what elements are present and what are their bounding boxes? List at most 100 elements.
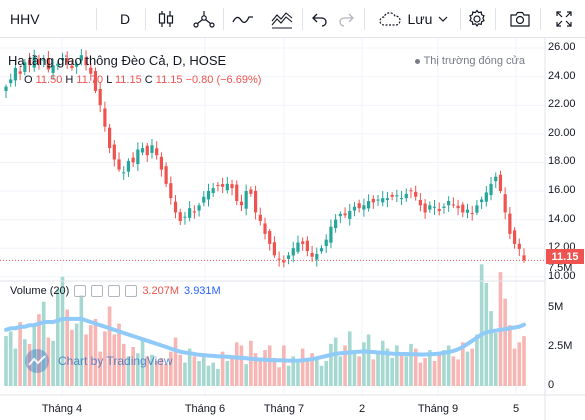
candle-body	[437, 208, 441, 212]
volume-bar	[183, 362, 187, 386]
candle-body	[414, 191, 418, 197]
candle-body	[428, 205, 432, 210]
volume-bar	[187, 348, 192, 386]
candle-body	[18, 71, 22, 74]
indicators-icon[interactable]	[188, 0, 220, 38]
eye-icon[interactable]	[74, 285, 87, 297]
candle-body	[315, 253, 319, 260]
volume-value: 3.207M	[142, 285, 180, 297]
candle-body	[197, 205, 201, 211]
candle-body	[108, 127, 112, 149]
close-icon[interactable]	[108, 285, 121, 297]
candle-body	[188, 208, 192, 218]
volume-bar	[18, 322, 22, 386]
volume-bar	[366, 334, 371, 386]
candle-body	[367, 201, 371, 209]
volume-bar	[230, 356, 234, 386]
tradingview-watermark[interactable]: Chart by TradingView	[24, 348, 173, 374]
symbol-search[interactable]: HHV	[6, 0, 58, 38]
candle-body	[512, 230, 517, 244]
undo-icon[interactable]	[306, 0, 332, 38]
candle-body	[140, 148, 145, 153]
volume-bar	[239, 345, 244, 386]
volume-bar	[244, 364, 248, 386]
volume-bar	[300, 348, 305, 386]
time-tick-label: Tháng 9	[417, 403, 459, 415]
volume-bar	[404, 356, 409, 386]
top-toolbar: HHV D Lưu	[0, 0, 585, 38]
change-value: −0.80 (−6.69%)	[185, 74, 262, 86]
symbol-label: HHV	[10, 11, 40, 27]
volume-bar	[390, 357, 394, 386]
volume-bar	[409, 343, 413, 386]
volume-bar	[13, 348, 18, 386]
interval-button[interactable]: D	[110, 0, 140, 38]
candle-body	[296, 242, 300, 252]
volume-bar	[225, 361, 230, 386]
candle-body	[98, 89, 102, 106]
price-tick-label: 14.00	[548, 212, 576, 225]
volume-bar	[399, 353, 404, 386]
candle-body	[475, 205, 479, 213]
volume-bar	[51, 340, 55, 386]
candle-body	[456, 205, 460, 209]
volume-bar	[272, 357, 277, 386]
candle-body	[399, 198, 404, 200]
candle-body	[145, 145, 149, 156]
volume-bar	[418, 362, 423, 386]
volume-bar	[216, 368, 220, 386]
candle-body	[122, 172, 126, 174]
candle-body	[131, 157, 135, 163]
candle-body	[112, 144, 116, 160]
volume-bar	[220, 351, 225, 386]
candle-body	[206, 191, 211, 200]
candle-body	[9, 79, 13, 84]
volume-bar	[437, 354, 442, 386]
candle-body	[395, 195, 399, 197]
close-label: C	[144, 74, 153, 86]
volume-bar	[145, 356, 150, 386]
volume-bar	[197, 361, 201, 386]
volume-bar	[4, 336, 8, 386]
settings-icon[interactable]	[464, 0, 490, 38]
candle-body	[263, 223, 267, 234]
settings-icon[interactable]	[91, 285, 104, 297]
volume-bar	[423, 357, 427, 386]
save-label: Lưu	[407, 11, 433, 27]
volume-bar	[277, 367, 281, 386]
candles-icon[interactable]	[152, 0, 180, 38]
volume-bar	[121, 343, 126, 386]
camera-icon[interactable]	[505, 0, 535, 38]
volume-bar	[201, 356, 206, 386]
candle-body	[277, 258, 281, 260]
redo-icon[interactable]	[334, 0, 360, 38]
price-tick-label: 16.00	[548, 184, 576, 196]
compare-icon[interactable]	[267, 0, 297, 38]
save-button[interactable]: Lưu	[370, 0, 456, 38]
candle-body	[470, 213, 474, 215]
market-status-label: Thị trường đóng cửa	[423, 55, 525, 67]
volume-ma-line	[4, 316, 526, 363]
candle-body	[150, 145, 154, 153]
volume-bar	[489, 311, 493, 386]
fullscreen-icon[interactable]	[550, 0, 578, 38]
candle-body	[136, 149, 140, 165]
last-price-tag: 11.15	[546, 249, 584, 264]
symbol-title: Hạ tầng giao thông Đèo Cả, D, HOSE	[8, 53, 227, 68]
volume-bar	[282, 345, 286, 386]
volume-bar	[140, 339, 145, 386]
candle-body	[183, 216, 187, 218]
candle-body	[305, 240, 309, 252]
volume-bar	[508, 325, 512, 386]
low-value: 11.15	[114, 74, 142, 86]
volume-bar	[178, 354, 183, 386]
volume-bar	[79, 295, 84, 386]
line-icon[interactable]	[228, 0, 258, 38]
volume-bar	[103, 331, 107, 386]
candle-body	[324, 239, 328, 247]
more-icon[interactable]	[125, 285, 138, 297]
candle-body	[329, 226, 333, 243]
volume-bar	[338, 356, 343, 386]
candle-body	[381, 198, 385, 203]
